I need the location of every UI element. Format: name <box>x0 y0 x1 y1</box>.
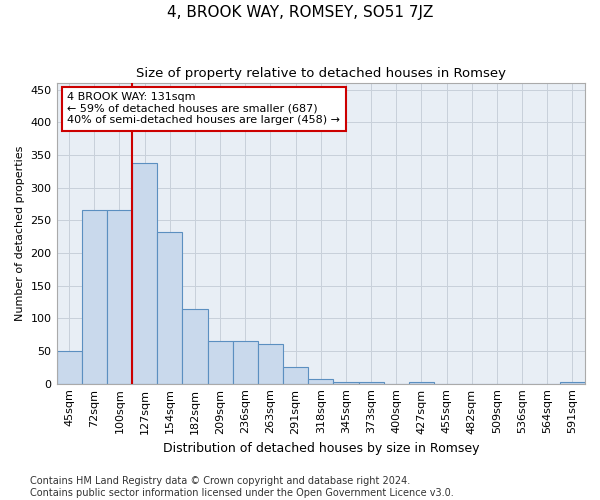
Bar <box>208 341 233 384</box>
Bar <box>560 382 585 384</box>
Y-axis label: Number of detached properties: Number of detached properties <box>15 146 25 321</box>
Bar <box>359 382 383 384</box>
X-axis label: Distribution of detached houses by size in Romsey: Distribution of detached houses by size … <box>163 442 479 455</box>
Bar <box>308 379 334 384</box>
Bar <box>107 210 132 384</box>
Bar <box>233 341 258 384</box>
Bar <box>283 368 308 384</box>
Text: 4 BROOK WAY: 131sqm
← 59% of detached houses are smaller (687)
40% of semi-detac: 4 BROOK WAY: 131sqm ← 59% of detached ho… <box>67 92 340 126</box>
Bar <box>409 382 434 384</box>
Text: 4, BROOK WAY, ROMSEY, SO51 7JZ: 4, BROOK WAY, ROMSEY, SO51 7JZ <box>167 5 433 20</box>
Bar <box>56 351 82 384</box>
Bar <box>132 163 157 384</box>
Bar <box>82 210 107 384</box>
Bar <box>258 344 283 384</box>
Bar <box>157 232 182 384</box>
Text: Contains HM Land Registry data © Crown copyright and database right 2024.
Contai: Contains HM Land Registry data © Crown c… <box>30 476 454 498</box>
Bar <box>182 308 208 384</box>
Bar <box>334 382 359 384</box>
Title: Size of property relative to detached houses in Romsey: Size of property relative to detached ho… <box>136 68 506 80</box>
